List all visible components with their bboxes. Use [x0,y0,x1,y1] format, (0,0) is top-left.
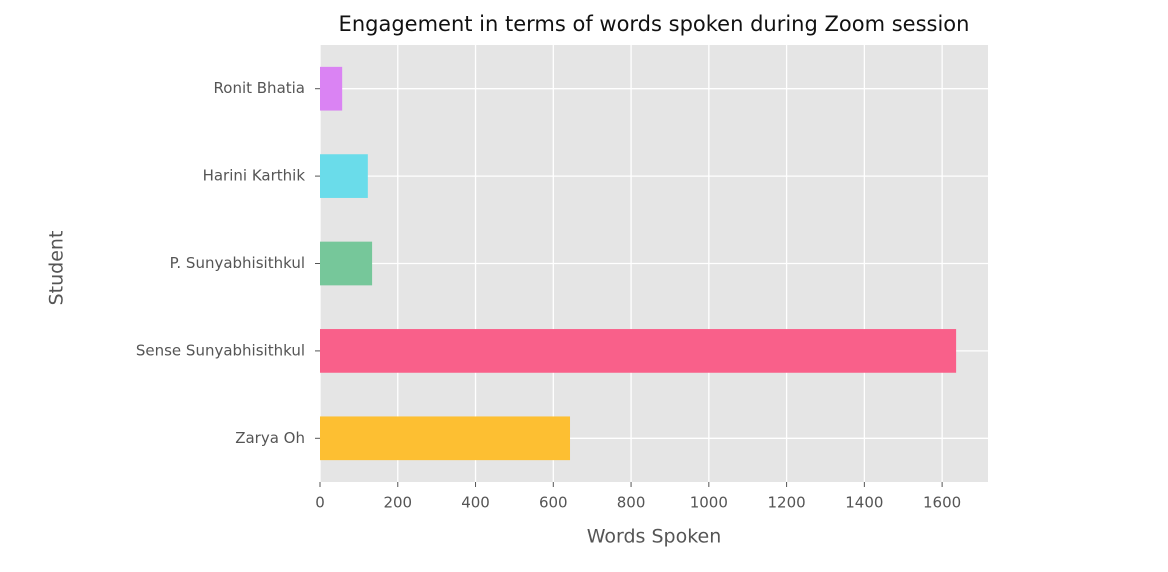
x-tick-label: 1600 [923,494,961,512]
x-tick-label: 200 [383,494,412,512]
chart-title: Engagement in terms of words spoken duri… [339,12,970,36]
x-axis-label: Words Spoken [587,526,722,548]
bar [320,154,368,198]
bar [320,66,343,111]
y-tick-label: Zarya Oh [235,429,305,447]
y-tick-label: Sense Sunyabhisithkul [136,341,305,359]
x-tick-label: 400 [461,494,490,512]
bar [320,241,373,286]
y-axis-label: Student [46,231,68,306]
y-tick-label: Ronit Bhatia [214,79,305,97]
x-tick-label: 1000 [690,494,728,512]
bar [320,329,957,373]
x-tick-label: 1200 [767,494,805,512]
x-tick-label: 1400 [845,494,883,512]
x-tick-label: 0 [315,494,325,512]
y-tick-label: Harini Karthik [203,167,306,185]
bar [320,416,571,461]
y-tick-label: P. Sunyabhisithkul [170,254,305,272]
x-tick-label: 800 [617,494,646,512]
x-tick-label: 600 [539,494,568,512]
